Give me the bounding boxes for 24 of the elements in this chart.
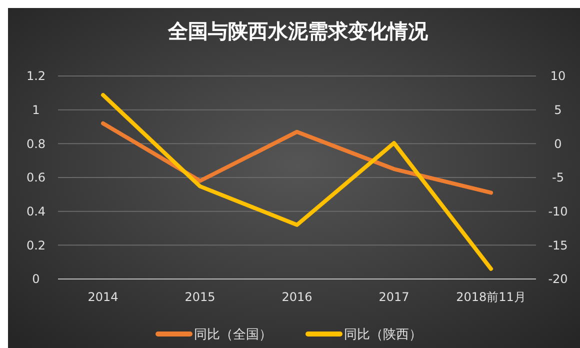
y-tick-label: 0.2 [26, 238, 46, 252]
y2-tick-label: -15 [548, 238, 568, 252]
y-tick-label: 1.2 [26, 69, 46, 84]
y2-tick-label: 10 [550, 69, 566, 84]
y2-tick-label: -20 [548, 272, 568, 286]
x-tick-label: 2015 [184, 290, 216, 304]
y2-tick-label: 0 [554, 136, 562, 151]
legend-label: 同比（陕西） [344, 328, 422, 343]
y2-tick-label: -5 [552, 170, 564, 185]
y-tick-label: 1 [32, 103, 40, 118]
y2-tick-label: -10 [548, 204, 568, 219]
x-tick-label: 2014 [88, 290, 118, 304]
x-tick-label: 2016 [282, 290, 312, 304]
x-tick-label: 2017 [378, 290, 410, 304]
legend-label: 同比（全国） [194, 328, 272, 343]
y-tick-label: 0.6 [26, 170, 46, 185]
line-series [101, 121, 493, 195]
y2-tick-label: 5 [554, 103, 562, 118]
y-tick-label: 0.4 [26, 204, 46, 219]
chart-title: 全国与陕西水泥需求变化情况 [167, 19, 429, 43]
y-tick-label: 0 [32, 272, 40, 286]
x-tick-label: 2018前11月 [456, 290, 526, 304]
y-tick-label: 0.8 [26, 136, 46, 151]
line-series [101, 92, 493, 271]
